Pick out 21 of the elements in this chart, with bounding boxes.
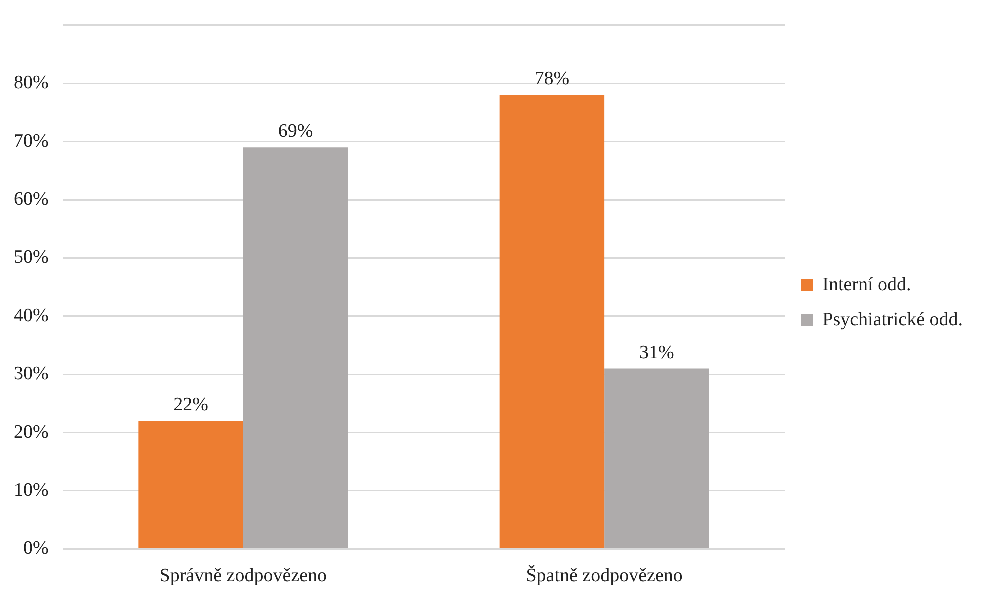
x-tick-label: Správně zodpovězeno [160, 566, 328, 587]
y-tick-label: 50% [14, 247, 49, 268]
y-tick-label: 0% [24, 538, 49, 560]
legend-label: Interní odd. [822, 274, 912, 296]
y-tick-label: 60% [14, 188, 49, 210]
y-tick-label: 70% [14, 130, 49, 152]
y-tick-label: 20% [14, 422, 49, 443]
x-tick-label: Špatně zodpovězeno [526, 564, 683, 587]
bar [500, 95, 605, 548]
data-label: 31% [640, 342, 675, 364]
y-tick-label: 80% [14, 72, 49, 94]
bar [243, 148, 348, 548]
data-label: 22% [174, 394, 209, 416]
y-tick-label: 40% [14, 305, 49, 326]
bar [138, 421, 244, 548]
bar [604, 368, 710, 548]
data-label: 78% [534, 68, 570, 90]
y-tick-label: 10% [14, 480, 49, 501]
data-label: 69% [278, 121, 314, 142]
legend-label: Psychiatrické odd. [822, 309, 963, 330]
y-tick-label: 30% [14, 364, 49, 385]
